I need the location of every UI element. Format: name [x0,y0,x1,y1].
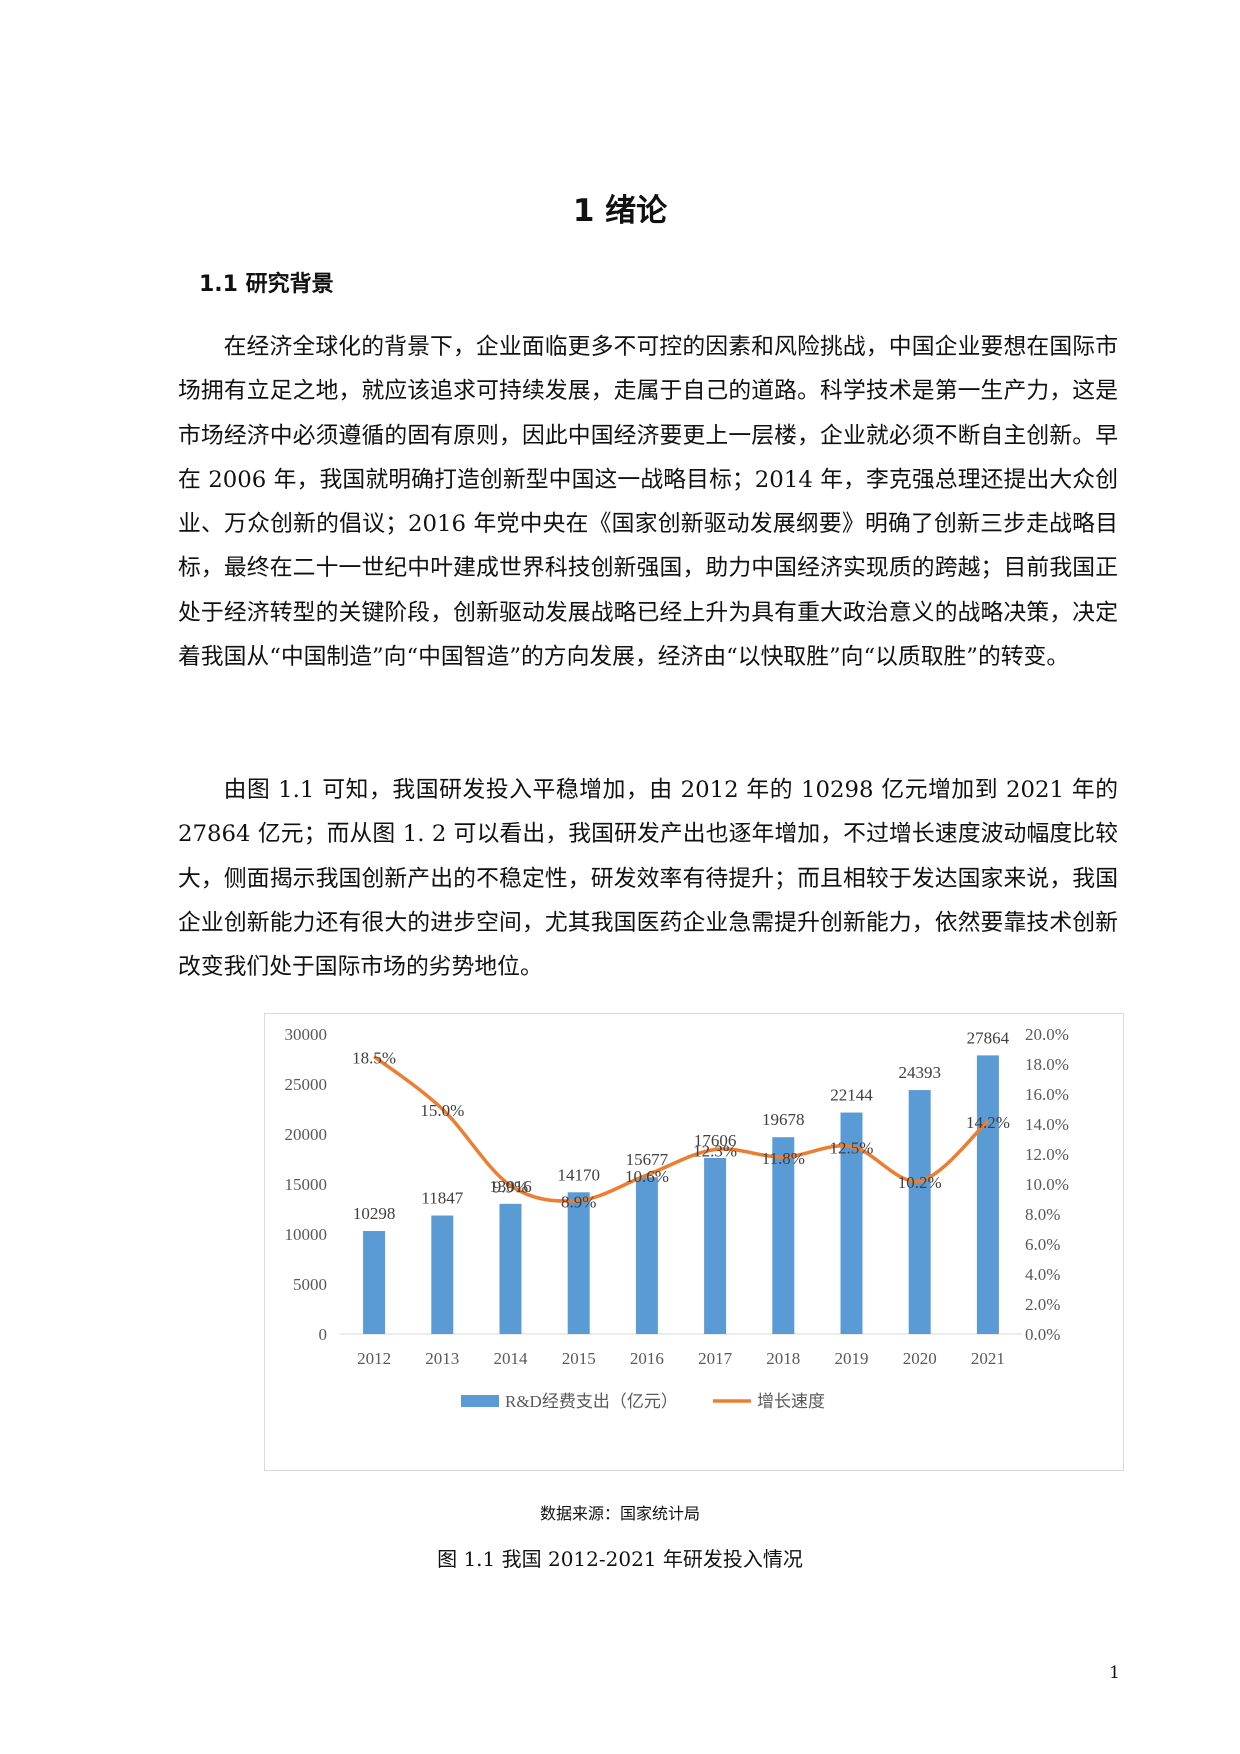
data-source-note: 数据来源：国家统计局 [539,1504,700,1523]
bar-value-label: 13016 [489,1177,532,1196]
bar [976,1055,999,1334]
line-value-label: 12.3% [693,1142,737,1161]
y-right-tick-label: 12.0% [1025,1145,1069,1164]
bar [704,1157,727,1334]
y-right-tick-label: 8.0% [1025,1205,1060,1224]
y-left-tick-label: 30000 [285,1025,328,1044]
bar-value-label: 17606 [694,1131,737,1150]
bar-value-label: 22144 [830,1086,873,1105]
rd-investment-chart: 0 5000 10000 15000 20000 25000 30000 0.0% 2.0% 4.… [264,1013,1124,1471]
line-value-label: 12.5% [830,1139,874,1158]
y-left-tick-label: 10000 [285,1225,328,1244]
x-tick-label: 2021 [971,1349,1005,1368]
y-right-tick-label: 6.0% [1025,1235,1060,1254]
chart-canvas: 0 5000 10000 15000 20000 25000 30000 0.0% 2.0% 4.… [285,1025,1069,1411]
line-value-label: 11.8% [762,1149,805,1168]
legend-line-label: 增长速度 [757,1392,825,1411]
y-right-tick-label: 14.0% [1025,1115,1069,1134]
bar-value-label: 24393 [898,1063,941,1082]
bar [363,1231,386,1334]
bar [499,1203,522,1334]
y-left-tick-label: 5000 [293,1275,327,1294]
y-left-tick-label: 25000 [285,1075,328,1094]
y-right-tick-label: 16.0% [1025,1085,1069,1104]
y-right-tick-label: 20.0% [1025,1025,1069,1044]
x-tick-label: 2020 [903,1349,937,1368]
bar [635,1177,658,1334]
line-value-label: 8.9% [561,1193,596,1212]
x-tick-label: 2019 [835,1349,869,1368]
bar [431,1215,454,1334]
body-paragraph-2: 由图 1.1 可知，我国研发投入平稳增加，由 2012 年的 10298 亿元增… [178,777,1118,981]
x-tick-label: 2013 [425,1349,459,1368]
line-value-label: 18.5% [352,1049,396,1068]
y-right-tick-label: 0.0% [1025,1325,1060,1344]
legend-bar-label: R&D经费支出（亿元） [505,1392,678,1411]
line-value-label: 10.2% [898,1173,942,1192]
bar-value-label: 15677 [626,1150,669,1169]
y-right-tick-label: 2.0% [1025,1295,1060,1314]
y-left-tick-label: 15000 [285,1175,328,1194]
bar [908,1090,931,1334]
legend-bar-swatch [461,1395,499,1407]
x-tick-label: 2016 [630,1349,664,1368]
bar-value-label: 14170 [557,1165,600,1184]
line-value-label: 15.0% [420,1101,464,1120]
bar-value-label: 10298 [353,1204,396,1223]
line-value-label: 10.6% [625,1167,669,1186]
y-right-tick-label: 4.0% [1025,1265,1060,1284]
x-tick-label: 2014 [494,1349,529,1368]
line-value-label: 9.9% [493,1178,528,1197]
x-tick-label: 2018 [766,1349,800,1368]
line-value-label: 14.2% [966,1113,1010,1132]
growth-rate-line [373,1055,990,1203]
bar [772,1137,795,1334]
y-right-tick-label: 10.0% [1025,1175,1069,1194]
x-tick-label: 2017 [698,1349,733,1368]
y-left-tick-label: 0 [319,1325,328,1344]
bar-value-label: 19678 [762,1110,805,1129]
bar-value-label: 27864 [967,1028,1010,1047]
figure-caption: 图 1.1 我国 2012-2021 年研发投入情况 [437,1547,803,1571]
page-number: 1 [1109,1663,1120,1683]
y-right-tick-label: 18.0% [1025,1055,1069,1074]
y-left-tick-label: 20000 [285,1125,328,1144]
bar [840,1112,863,1334]
section-heading: 1.1 研究背景 [199,272,334,297]
bar [567,1192,590,1334]
bar-value-label: 11847 [421,1189,463,1208]
body-paragraph-1: 在经济全球化的背景下，企业面临更多不可控的因素和风险挑战，中国企业要想在国际市场… [178,334,1118,671]
x-tick-label: 2015 [562,1349,596,1368]
chapter-title: 1 绪论 [572,193,668,229]
x-tick-label: 2012 [357,1349,391,1368]
